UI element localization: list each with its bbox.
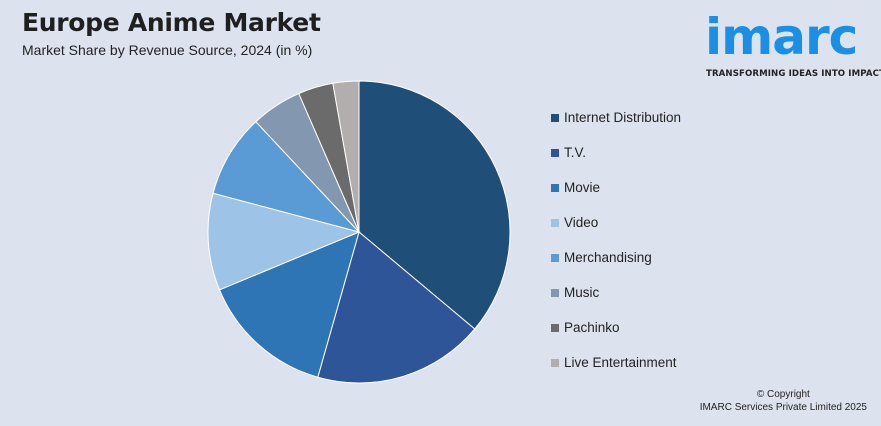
logo-wordmark: imarc: [705, 8, 858, 66]
copyright-line-2: IMARC Services Private Limited 2025: [699, 402, 867, 413]
legend-swatch: [551, 183, 559, 192]
pie-slice-t-v: [317, 231, 476, 384]
legend-label: Live Entertainment: [564, 355, 677, 370]
legend-swatch: [551, 148, 559, 157]
pie-slice-merchandising: [212, 121, 361, 233]
legend-label: T.V.: [564, 145, 587, 160]
legend-swatch: [551, 323, 559, 332]
copyright-line-1: © Copyright: [756, 389, 810, 400]
legend-label: Music: [564, 285, 600, 300]
legend-item-movie: Movie: [551, 170, 681, 205]
legend-swatch: [551, 113, 559, 122]
legend-item-t-v: T.V.: [551, 135, 681, 170]
pie-slice-video: [207, 192, 361, 291]
chart-subtitle: Market Share by Revenue Source, 2024 (in…: [22, 42, 313, 58]
legend-item-pachinko: Pachinko: [551, 310, 681, 345]
copyright-notice: © Copyright IMARC Services Private Limit…: [700, 388, 867, 414]
imarc-logo: imarc TRANSFORMING IDEAS INTO IMPACT: [703, 6, 881, 84]
pie-slice-internet-distribution: [358, 80, 511, 330]
logo-tagline: TRANSFORMING IDEAS INTO IMPACT: [706, 69, 881, 79]
chart-title: Europe Anime Market: [22, 8, 321, 37]
legend-swatch: [551, 358, 559, 367]
legend-item-music: Music: [551, 275, 681, 310]
legend-label: Video: [564, 215, 599, 230]
legend-label: Internet Distribution: [564, 110, 682, 125]
pie-slice-live-entertainment: [332, 80, 360, 233]
legend-item-internet-distribution: Internet Distribution: [551, 100, 681, 135]
legend-label: Merchandising: [564, 250, 652, 265]
legend-item-live-entertainment: Live Entertainment: [551, 345, 681, 380]
legend-swatch: [551, 253, 559, 262]
legend-item-merchandising: Merchandising: [551, 240, 681, 275]
chart-legend: Internet Distribution T.V. Movie Video Merch…: [551, 100, 681, 380]
legend-swatch: [551, 218, 559, 227]
legend-label: Pachinko: [564, 320, 620, 335]
legend-label: Movie: [564, 180, 601, 195]
legend-swatch: [551, 288, 559, 297]
legend-item-video: Video: [551, 205, 681, 240]
pie-slice-movie: [218, 231, 360, 378]
